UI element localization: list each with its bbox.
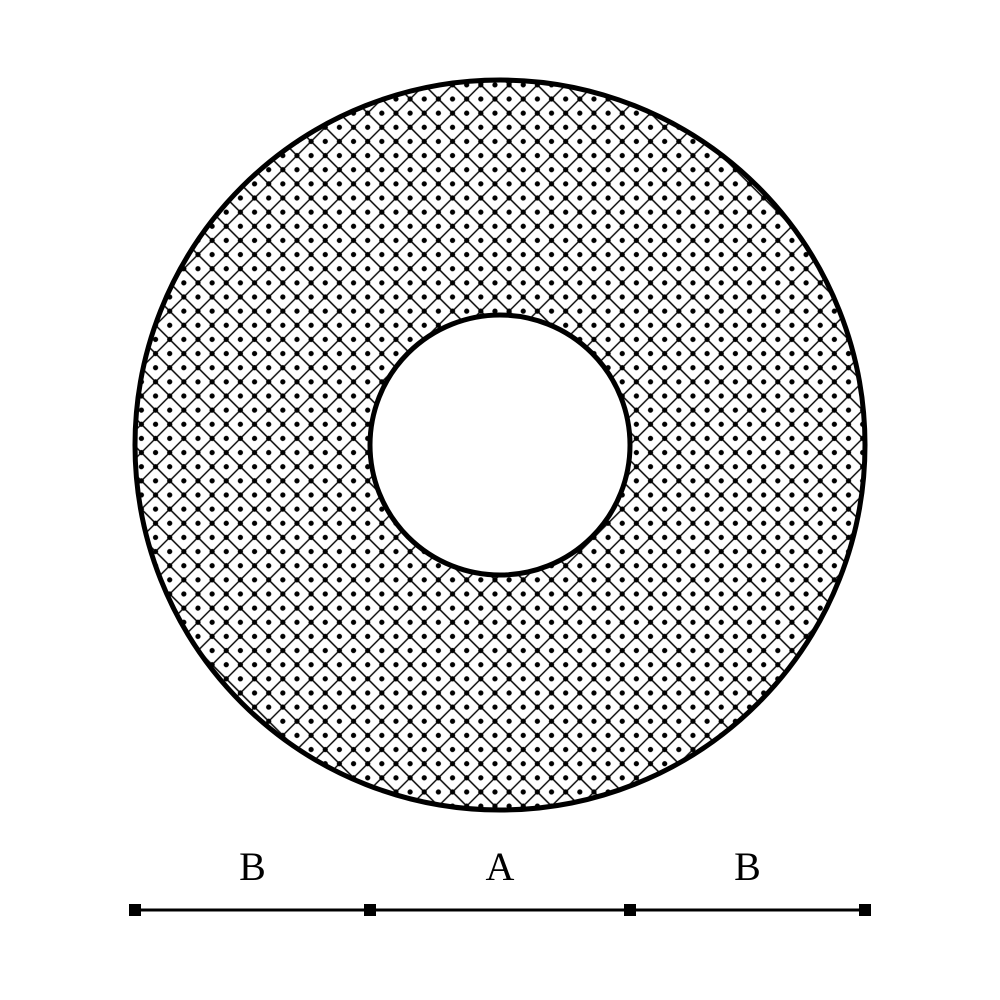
- dimension-label: A: [486, 844, 515, 889]
- dimension-tick: [364, 904, 376, 916]
- tube-cross-section-diagram: BAB: [0, 0, 1000, 1000]
- dimension-label: B: [734, 844, 761, 889]
- dimension-tick: [859, 904, 871, 916]
- dimension-label: B: [239, 844, 266, 889]
- dimension-tick: [129, 904, 141, 916]
- dimension-tick: [624, 904, 636, 916]
